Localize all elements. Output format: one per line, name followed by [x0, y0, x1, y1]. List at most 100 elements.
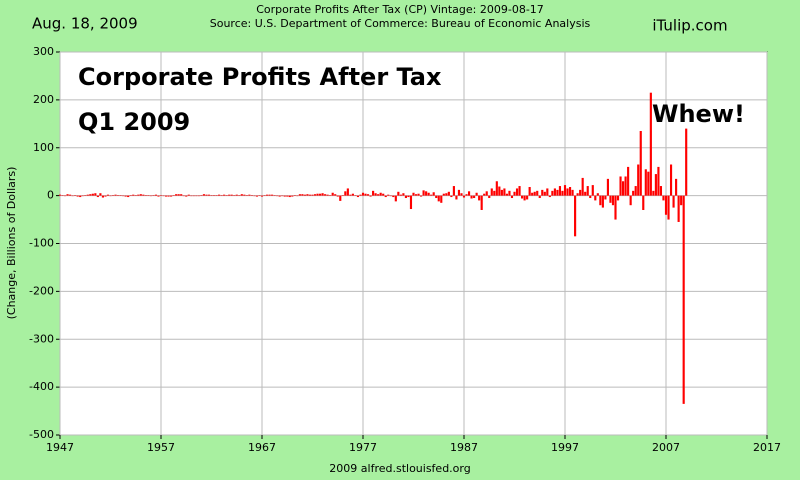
bar	[553, 188, 556, 196]
bar	[220, 195, 223, 196]
bar	[566, 188, 569, 196]
bar	[455, 195, 458, 200]
bar	[63, 195, 67, 197]
bar	[394, 195, 397, 202]
bar	[94, 193, 97, 196]
bar	[662, 195, 665, 201]
bar	[248, 194, 251, 196]
bar	[230, 194, 233, 196]
bar	[296, 195, 299, 197]
bar	[538, 195, 541, 199]
bar	[384, 195, 387, 198]
bar	[556, 189, 559, 196]
bar	[356, 195, 360, 198]
bar	[475, 192, 478, 196]
y-tick-label: 100	[33, 141, 54, 154]
annotation: Whew!	[652, 100, 745, 128]
bar	[427, 192, 430, 196]
bar	[377, 194, 380, 196]
bar	[382, 193, 385, 196]
bar	[271, 194, 274, 196]
bar	[526, 195, 529, 200]
bar	[551, 190, 554, 196]
bar	[399, 194, 402, 196]
bar	[142, 194, 145, 196]
x-tick-label: 1987	[450, 441, 478, 454]
bar	[180, 194, 183, 196]
bar	[664, 195, 668, 215]
x-tick-label: 1977	[349, 441, 377, 454]
bar	[207, 194, 211, 196]
bar	[634, 186, 637, 196]
bar	[263, 195, 266, 196]
bar	[649, 92, 652, 196]
bar	[599, 195, 602, 206]
bar	[503, 188, 506, 196]
y-tick-label: 300	[33, 45, 54, 58]
bar	[533, 191, 536, 196]
bar	[250, 195, 253, 196]
bar	[404, 195, 407, 199]
bar	[265, 194, 269, 196]
bar	[238, 195, 241, 196]
bar	[536, 190, 539, 196]
bar	[334, 194, 337, 196]
bar	[642, 195, 645, 210]
bar	[447, 191, 450, 196]
bar	[654, 174, 657, 196]
bar	[637, 164, 640, 196]
y-tick-label: -500	[29, 428, 54, 441]
bar	[326, 194, 329, 196]
bar	[243, 194, 246, 196]
bar	[432, 192, 435, 196]
bar	[523, 195, 526, 201]
bar	[81, 195, 84, 197]
bar	[228, 194, 231, 196]
bar	[349, 194, 352, 196]
bar	[101, 195, 104, 198]
bar	[273, 195, 276, 196]
bar	[361, 192, 365, 196]
bar	[437, 195, 440, 202]
bar	[374, 193, 377, 196]
bar	[478, 195, 481, 201]
bar	[351, 193, 354, 196]
y-tick-label: -100	[29, 237, 54, 250]
bar	[629, 195, 632, 206]
bar	[493, 190, 496, 196]
bar	[647, 171, 650, 196]
bar	[190, 195, 193, 197]
bar	[452, 186, 455, 196]
y-tick-label: -200	[29, 284, 54, 297]
bar	[652, 190, 655, 196]
bar	[457, 189, 461, 196]
bar	[389, 195, 392, 197]
bar	[397, 191, 400, 196]
bar	[462, 195, 466, 198]
bar	[488, 195, 491, 199]
bar	[225, 195, 228, 196]
bar	[558, 186, 562, 196]
bar	[69, 194, 72, 196]
bar	[316, 193, 319, 196]
bar	[321, 193, 324, 196]
x-tick-label: 1967	[248, 441, 276, 454]
bar	[685, 128, 688, 196]
bar	[387, 194, 390, 196]
bar	[604, 195, 607, 200]
bar	[541, 189, 544, 196]
bar	[278, 195, 281, 197]
bar	[548, 195, 551, 198]
bar	[114, 194, 117, 196]
annotation: Q1 2009	[78, 108, 190, 136]
bar	[182, 195, 185, 197]
bar	[58, 194, 62, 196]
bar	[450, 195, 453, 198]
bar	[412, 192, 415, 196]
bar	[215, 195, 218, 196]
bar	[490, 188, 493, 196]
bar	[172, 195, 175, 196]
bar	[594, 195, 597, 201]
bar	[104, 195, 107, 197]
